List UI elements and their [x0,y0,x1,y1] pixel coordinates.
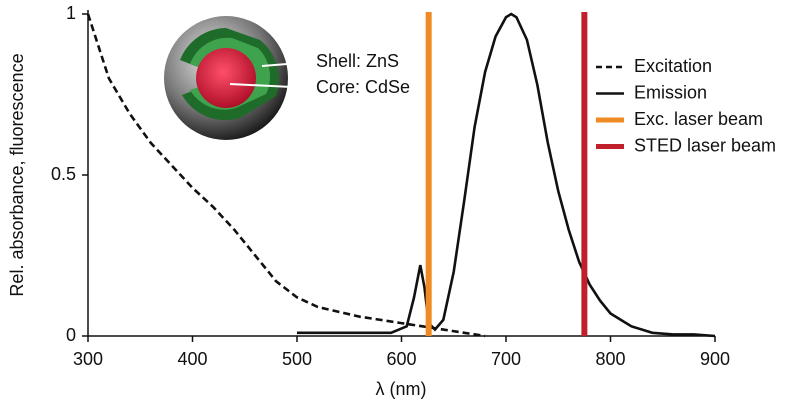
y-axis-label: Rel. absorbance, fluorescence [7,53,27,296]
y-tick-label: 0.5 [51,164,76,184]
x-tick-label: 500 [282,349,312,369]
y-tick-label: 0 [66,325,76,345]
x-tick-label: 700 [491,349,521,369]
legend-label: Emission [634,82,707,102]
x-axis-label: λ (nm) [376,379,427,399]
y-tick-label: 1 [66,3,76,23]
inset-nanocrystal [164,16,313,140]
x-tick-label: 300 [73,349,103,369]
legend-label: STED laser beam [634,135,776,155]
annotation: Core: CdSe [316,77,410,97]
legend-label: Excitation [634,56,712,76]
x-tick-label: 400 [177,349,207,369]
annotation: Shell: ZnS [316,51,399,71]
x-tick-label: 600 [386,349,416,369]
x-tick-label: 800 [595,349,625,369]
series-line [297,12,716,338]
x-tick-label: 900 [700,349,730,369]
series-line [86,13,486,338]
legend-label: Exc. laser beam [634,109,763,129]
